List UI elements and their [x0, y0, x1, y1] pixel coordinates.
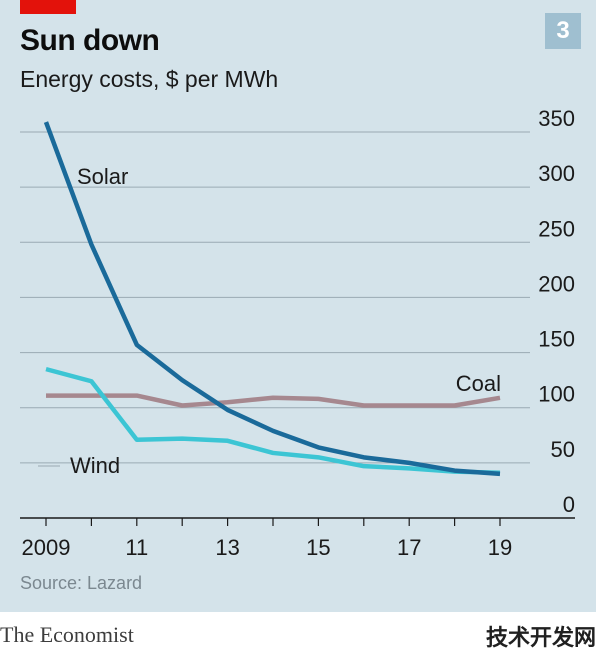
series-label-coal: Coal	[456, 371, 501, 396]
chart-card: Sun down Energy costs, $ per MWh 3 0 50 10…	[0, 0, 596, 612]
y-tick-label: 200	[538, 271, 575, 296]
x-tick-label: 17	[397, 535, 421, 560]
x-axis: 2009 11 13 15 17 19	[20, 517, 575, 560]
x-tick-label: 2009	[22, 535, 71, 560]
x-tick-label: 11	[125, 535, 148, 560]
series-labels: Solar Wind Coal	[38, 164, 501, 478]
series-line-coal	[46, 393, 501, 408]
chart-subtitle: Energy costs, $ per MWh	[20, 66, 279, 92]
y-tick-label: 250	[538, 216, 575, 241]
y-tick-label: 0	[563, 492, 575, 517]
series-lines	[43, 121, 501, 477]
source-note: Source: Lazard	[20, 573, 143, 593]
y-tick-label: 50	[551, 437, 575, 462]
y-axis-labels: 0 50 100 150 200 250 300 350	[538, 106, 575, 517]
x-tick-label: 15	[306, 535, 330, 560]
chart-title: Sun down	[20, 24, 160, 57]
brand-wordmark: The Economist	[0, 622, 134, 647]
x-tick-label: 19	[488, 535, 512, 560]
series-line-solar	[43, 121, 501, 477]
y-tick-label: 300	[538, 161, 575, 186]
series-line-wind	[45, 366, 501, 476]
series-label-wind: Wind	[70, 453, 120, 478]
y-tick-label: 150	[538, 327, 575, 352]
red-brand-tag	[20, 0, 76, 14]
chart-number-badge: 3	[545, 13, 581, 49]
gridlines	[20, 131, 530, 464]
x-tick-label: 13	[215, 535, 239, 560]
watermark-text: 技术开发网	[486, 625, 596, 650]
y-tick-label: 350	[538, 106, 575, 131]
y-tick-label: 100	[538, 382, 575, 407]
series-label-solar: Solar	[77, 164, 128, 189]
line-chart: 0 50 100 150 200 250 300 350 2009 11 13 15 17 19 Sol…	[20, 106, 575, 560]
